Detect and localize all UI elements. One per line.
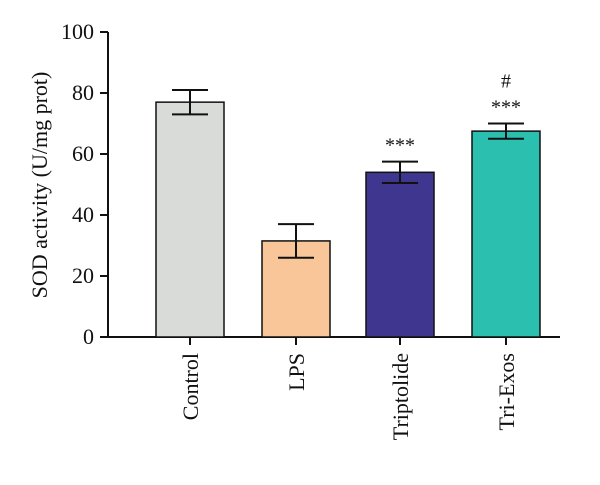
x-tick-label: Control xyxy=(178,353,203,420)
bar-tri-exos xyxy=(471,130,541,338)
x-tick-label: LPS xyxy=(284,353,309,391)
significance-label: *** xyxy=(491,97,521,119)
x-axis: Control LPS Triptolide Tri-Exos xyxy=(108,336,560,440)
y-ticks: 0 20 40 60 80 100 xyxy=(61,19,108,349)
bar-control xyxy=(155,101,225,338)
x-tick-label: Triptolide xyxy=(388,353,413,440)
y-tick-label: 40 xyxy=(72,202,94,227)
y-axis: 0 20 40 60 80 100 xyxy=(61,19,109,349)
y-tick-label: 100 xyxy=(61,19,94,44)
x-tick-label: Tri-Exos xyxy=(494,353,519,430)
significance-label: *** xyxy=(385,135,415,157)
y-tick-label: 20 xyxy=(72,263,94,288)
y-tick-label: 0 xyxy=(83,324,94,349)
x-ticks: Control LPS Triptolide Tri-Exos xyxy=(178,337,519,440)
y-tick-label: 80 xyxy=(72,80,94,105)
significance-label: # xyxy=(501,71,511,93)
y-axis-title: SOD activity (U/mg prot) xyxy=(27,72,52,299)
significance-annotations: *** # *** xyxy=(385,71,521,157)
y-tick-label: 60 xyxy=(72,141,94,166)
bars xyxy=(155,88,541,338)
bar-triptolide xyxy=(365,171,435,338)
